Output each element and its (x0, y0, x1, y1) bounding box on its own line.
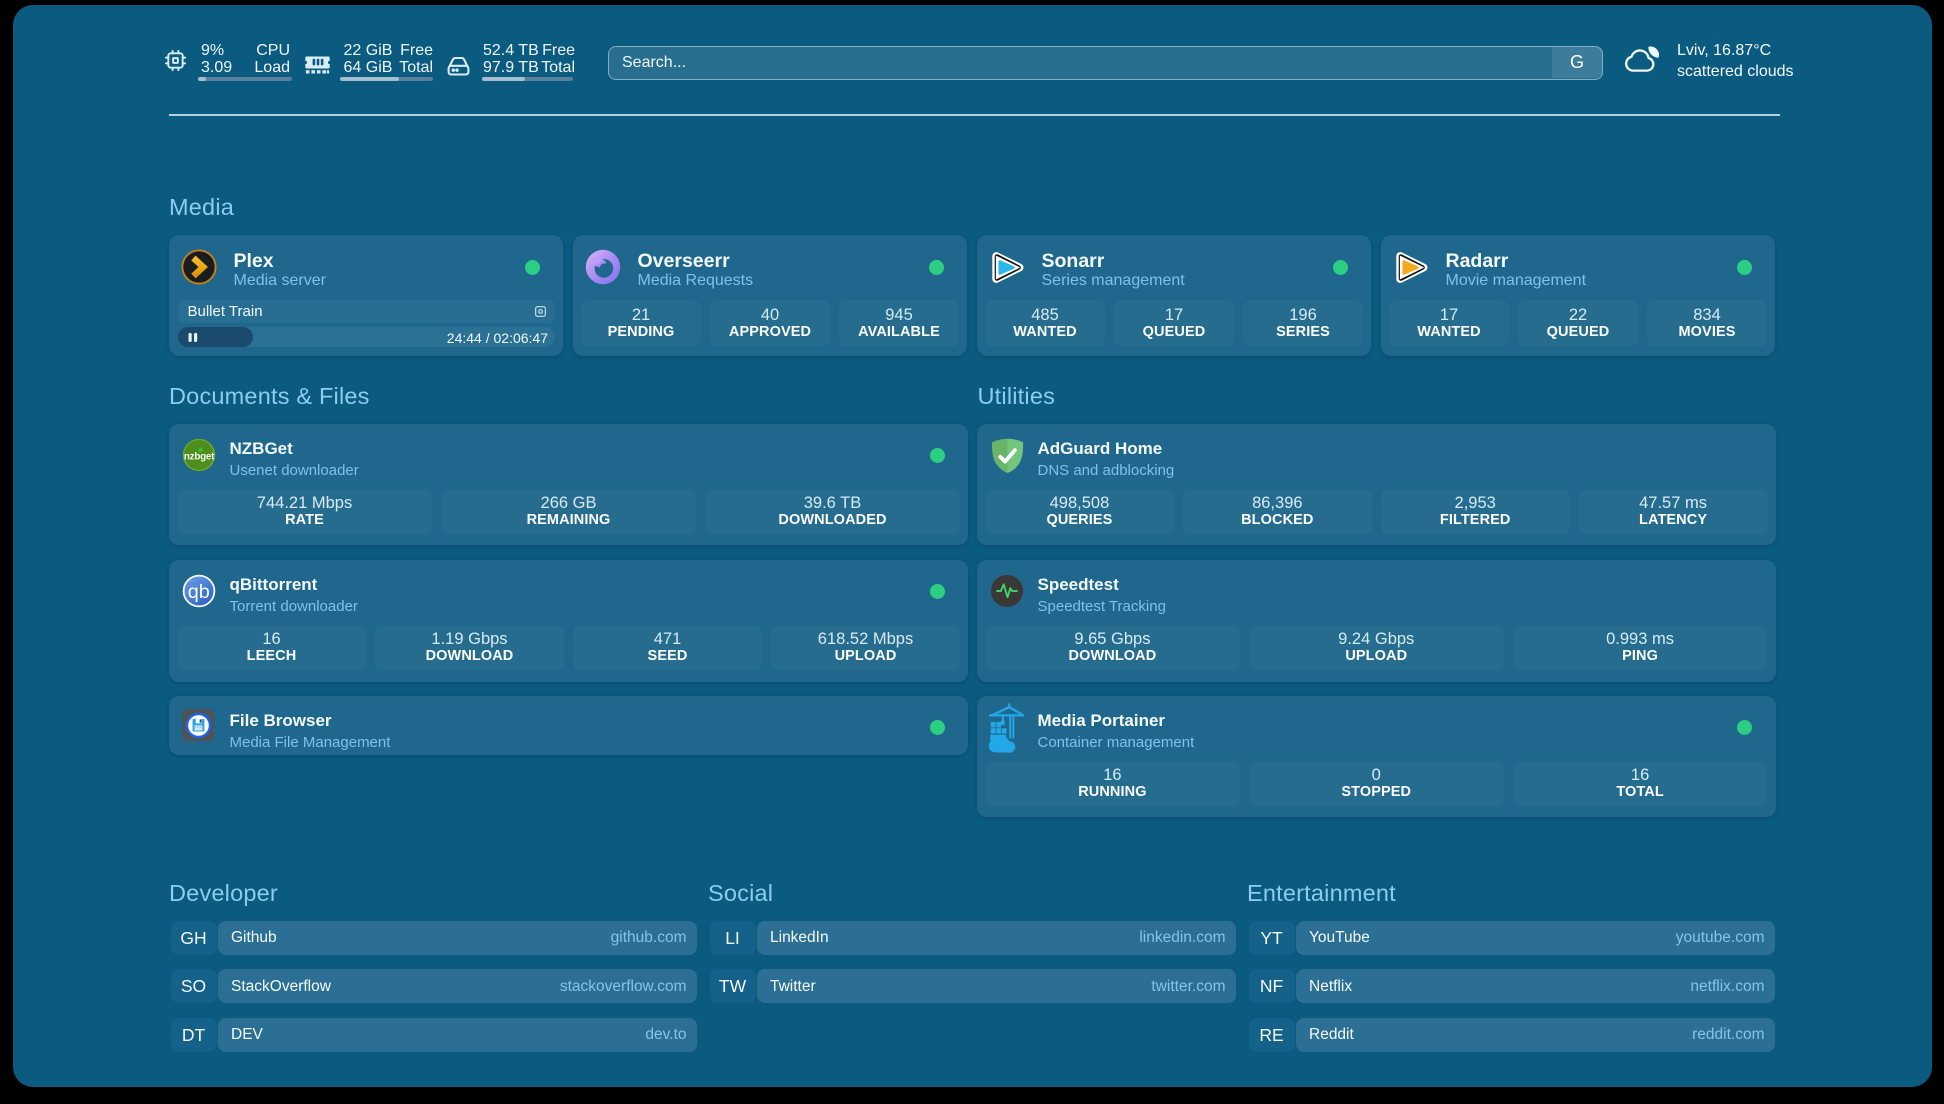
svg-text:qb: qb (188, 580, 210, 602)
svg-text:nzbget: nzbget (184, 451, 215, 462)
